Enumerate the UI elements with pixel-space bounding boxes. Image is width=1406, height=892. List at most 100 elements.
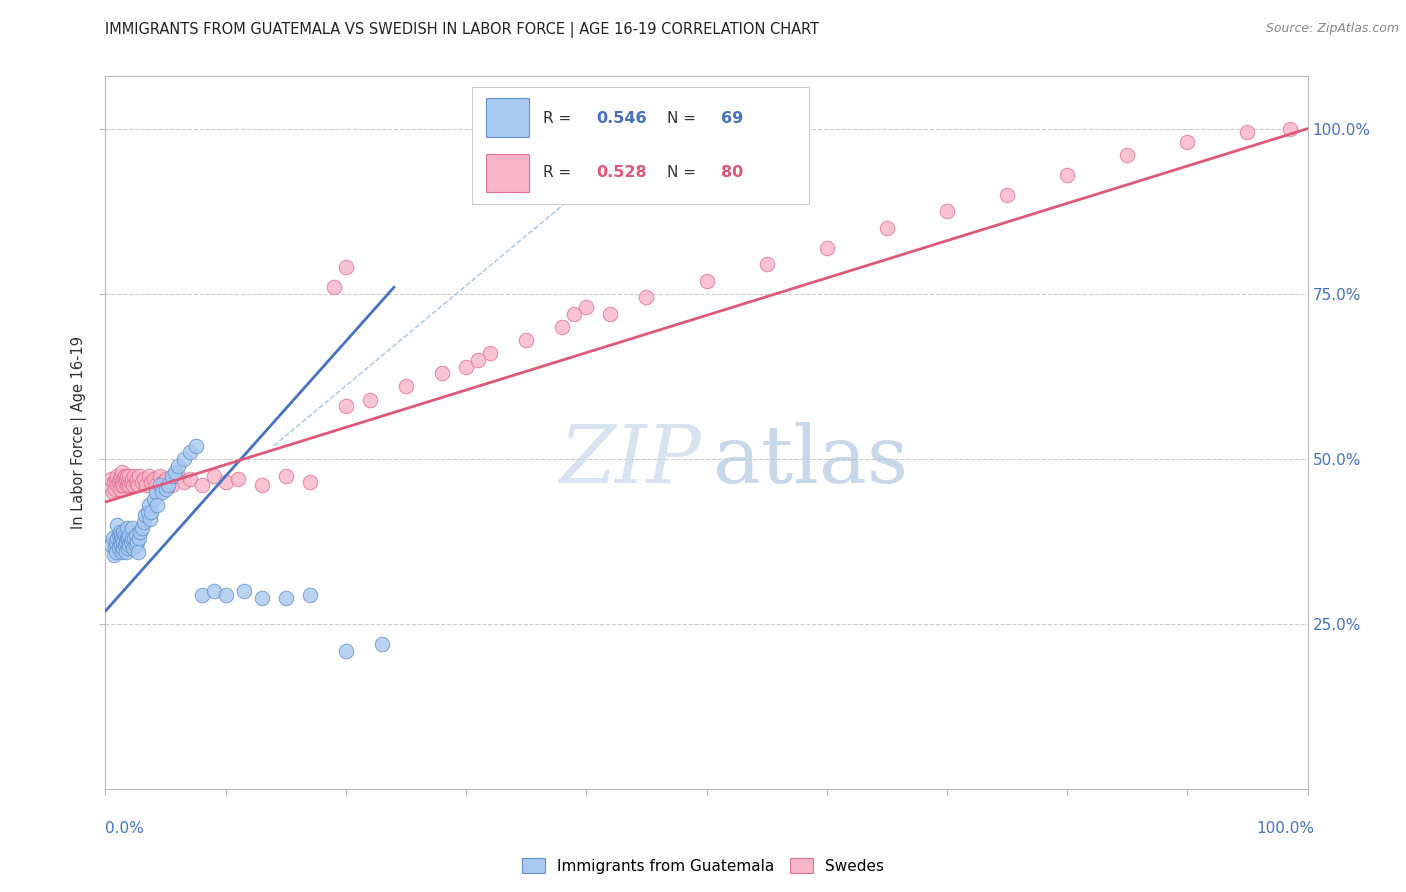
Point [1056,168,1078,182]
Point [114,475,136,490]
Point [118,538,141,552]
Point [115,468,138,483]
Point [103,475,125,490]
Point [131,475,153,490]
Point [139,505,162,519]
Point [111,465,134,479]
Point [202,584,225,599]
Point [118,528,141,542]
Point [165,465,187,479]
Point [145,478,167,492]
Point [134,508,156,523]
Point [124,538,146,552]
Point [152,475,174,490]
Point [128,532,150,546]
Point [335,260,357,275]
Point [515,333,537,347]
Point [226,472,249,486]
Point [103,548,125,562]
Point [124,475,146,490]
Text: 100.0%: 100.0% [1257,821,1315,836]
Point [125,472,148,486]
Point [107,541,129,556]
Point [121,521,143,535]
Point [335,399,357,413]
Point [454,359,477,374]
Point [995,187,1018,202]
Point [115,521,138,535]
Point [232,584,254,599]
Y-axis label: In Labor Force | Age 16-19: In Labor Force | Age 16-19 [70,336,87,529]
Point [108,472,131,486]
Point [166,468,188,483]
Point [115,472,138,486]
Point [115,544,138,558]
Point [122,541,145,556]
Point [696,274,718,288]
Point [160,468,183,483]
Point [274,591,297,605]
Point [101,532,124,546]
Point [179,445,201,459]
Point [156,478,179,492]
Point [100,472,122,486]
Point [124,532,146,546]
Point [115,478,138,492]
Point [173,475,195,490]
Point [104,541,127,556]
Point [274,468,297,483]
Point [110,478,132,492]
Point [118,478,141,492]
Point [575,300,598,314]
Point [114,528,136,542]
Point [1236,125,1258,139]
Point [815,241,838,255]
Point [108,482,131,496]
Point [148,478,170,492]
Point [129,524,152,539]
Point [131,521,153,535]
Point [190,478,212,492]
Point [114,468,136,483]
Point [250,591,273,605]
Point [142,491,165,506]
Point [359,392,381,407]
Point [107,528,129,542]
Point [127,478,149,492]
Point [551,319,574,334]
Point [190,587,212,601]
Point [124,468,146,483]
Point [395,379,418,393]
Point [107,468,129,483]
Text: 0.0%: 0.0% [105,821,145,836]
Point [636,290,658,304]
Point [117,532,139,546]
Point [173,452,195,467]
Point [1116,148,1139,162]
Text: IMMIGRANTS FROM GUATEMALA VS SWEDISH IN LABOR FORCE | AGE 16-19 CORRELATION CHAR: IMMIGRANTS FROM GUATEMALA VS SWEDISH IN … [105,22,820,38]
Text: atlas: atlas [713,422,908,500]
Point [214,475,236,490]
Point [110,528,132,542]
Text: Source: ZipAtlas.com: Source: ZipAtlas.com [1265,22,1399,36]
Point [105,472,128,486]
Point [107,478,129,492]
Point [115,534,138,549]
Point [876,220,898,235]
Point [118,468,141,483]
Point [1175,135,1198,149]
Point [479,346,502,360]
Point [105,534,128,549]
Point [936,204,959,219]
Point [155,472,177,486]
Point [104,482,127,496]
Point [110,538,132,552]
Point [121,532,143,546]
Point [127,544,149,558]
Point [1278,121,1301,136]
Point [100,538,122,552]
Point [128,468,150,483]
Point [111,532,134,546]
Point [298,587,321,601]
Point [250,478,273,492]
